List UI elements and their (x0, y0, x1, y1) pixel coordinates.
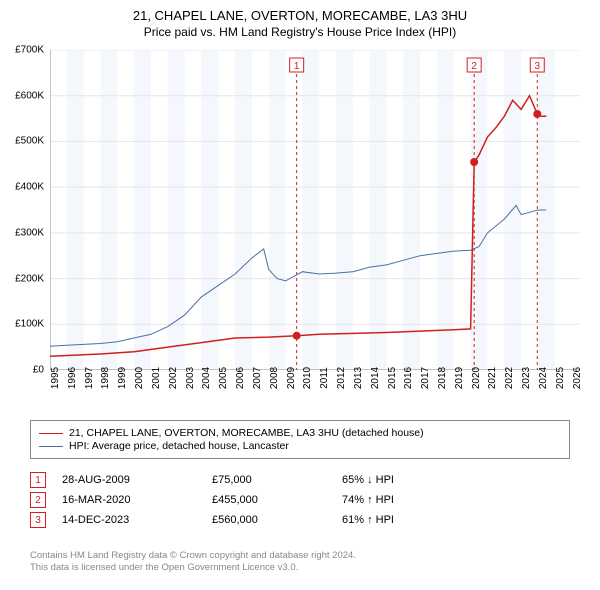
x-tick-label: 2005 (218, 367, 229, 389)
event-delta: 65% ↓ HPI (342, 474, 394, 486)
y-tick-label: £100K (15, 319, 44, 330)
event-date: 14-DEC-2023 (62, 514, 212, 526)
event-date: 16-MAR-2020 (62, 494, 212, 506)
y-tick-label: £700K (15, 45, 44, 56)
x-tick-label: 2014 (370, 367, 381, 389)
x-axis: 1995199619971998199920002001200220032004… (50, 376, 580, 416)
x-tick-label: 2017 (420, 367, 431, 389)
event-marker-box: 2 (30, 492, 46, 508)
legend-row: HPI: Average price, detached house, Lanc… (39, 440, 561, 452)
x-tick-label: 2002 (168, 367, 179, 389)
x-tick-label: 2012 (336, 367, 347, 389)
chart-title: 21, CHAPEL LANE, OVERTON, MORECAMBE, LA3… (0, 8, 600, 23)
event-delta: 61% ↑ HPI (342, 514, 394, 526)
chart-container: 21, CHAPEL LANE, OVERTON, MORECAMBE, LA3… (0, 0, 600, 590)
footer-line: This data is licensed under the Open Gov… (30, 562, 570, 574)
event-delta: 74% ↑ HPI (342, 494, 394, 506)
event-date: 28-AUG-2009 (62, 474, 212, 486)
x-tick-label: 2001 (151, 367, 162, 389)
legend-label: 21, CHAPEL LANE, OVERTON, MORECAMBE, LA3… (69, 427, 424, 439)
legend-label: HPI: Average price, detached house, Lanc… (69, 440, 289, 452)
y-axis: £0£100K£200K£300K£400K£500K£600K£700K (0, 50, 48, 370)
x-tick-label: 2000 (134, 367, 145, 389)
footer: Contains HM Land Registry data © Crown c… (30, 550, 570, 575)
event-row: 2 16-MAR-2020£455,00074% ↑ HPI (30, 492, 570, 508)
x-tick-label: 2009 (286, 367, 297, 389)
x-tick-label: 2023 (521, 367, 532, 389)
y-tick-label: £200K (15, 273, 44, 284)
svg-text:1: 1 (294, 61, 300, 72)
x-tick-label: 2021 (487, 367, 498, 389)
x-tick-label: 1996 (67, 367, 78, 389)
event-marker-box: 1 (30, 472, 46, 488)
x-tick-label: 2003 (185, 367, 196, 389)
x-tick-label: 2007 (252, 367, 263, 389)
y-tick-label: £500K (15, 136, 44, 147)
x-tick-label: 1997 (84, 367, 95, 389)
svg-text:3: 3 (534, 61, 540, 72)
event-row: 1 28-AUG-2009£75,00065% ↓ HPI (30, 472, 570, 488)
y-tick-label: £0 (33, 365, 44, 376)
svg-text:2: 2 (471, 61, 477, 72)
chart-subtitle: Price paid vs. HM Land Registry's House … (0, 25, 600, 39)
y-tick-label: £600K (15, 90, 44, 101)
legend-swatch (39, 433, 63, 434)
x-tick-label: 2016 (403, 367, 414, 389)
x-tick-label: 2008 (269, 367, 280, 389)
x-tick-label: 2013 (353, 367, 364, 389)
x-tick-label: 2019 (454, 367, 465, 389)
event-row: 3 14-DEC-2023£560,00061% ↑ HPI (30, 512, 570, 528)
x-tick-label: 1998 (100, 367, 111, 389)
events-table: 1 28-AUG-2009£75,00065% ↓ HPI 2 16-MAR-2020… (30, 468, 570, 532)
x-tick-label: 2024 (538, 367, 549, 389)
event-price: £455,000 (212, 494, 342, 506)
x-tick-label: 1999 (117, 367, 128, 389)
title-block: 21, CHAPEL LANE, OVERTON, MORECAMBE, LA3… (0, 0, 600, 39)
event-marker-box: 3 (30, 512, 46, 528)
chart-svg: 1 2 3 (50, 50, 580, 370)
legend-row: 21, CHAPEL LANE, OVERTON, MORECAMBE, LA3… (39, 427, 561, 439)
legend-swatch (39, 446, 63, 447)
x-tick-label: 2025 (555, 367, 566, 389)
event-price: £75,000 (212, 474, 342, 486)
x-tick-label: 2018 (437, 367, 448, 389)
x-tick-label: 2006 (235, 367, 246, 389)
x-tick-label: 2010 (302, 367, 313, 389)
x-tick-label: 1995 (50, 367, 61, 389)
event-price: £560,000 (212, 514, 342, 526)
x-tick-label: 2022 (504, 367, 515, 389)
x-tick-label: 2020 (471, 367, 482, 389)
y-tick-label: £300K (15, 227, 44, 238)
x-tick-label: 2026 (572, 367, 583, 389)
chart-plot: 1 2 3 (50, 50, 580, 370)
y-tick-label: £400K (15, 182, 44, 193)
x-tick-label: 2004 (201, 367, 212, 389)
x-tick-label: 2011 (319, 367, 330, 389)
footer-line: Contains HM Land Registry data © Crown c… (30, 550, 570, 562)
x-tick-label: 2015 (387, 367, 398, 389)
legend: 21, CHAPEL LANE, OVERTON, MORECAMBE, LA3… (30, 420, 570, 459)
